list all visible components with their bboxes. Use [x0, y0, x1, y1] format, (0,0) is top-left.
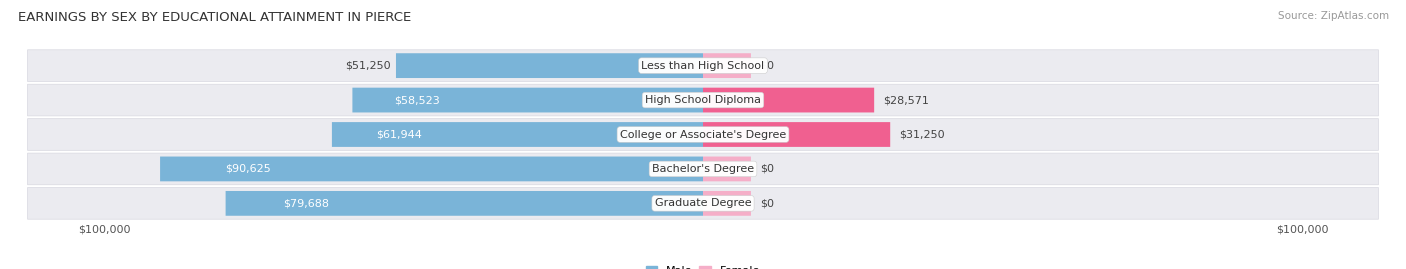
- FancyBboxPatch shape: [703, 88, 875, 112]
- Text: High School Diploma: High School Diploma: [645, 95, 761, 105]
- Text: College or Associate's Degree: College or Associate's Degree: [620, 129, 786, 140]
- Text: $28,571: $28,571: [883, 95, 929, 105]
- FancyBboxPatch shape: [332, 122, 703, 147]
- FancyBboxPatch shape: [28, 187, 1378, 219]
- FancyBboxPatch shape: [353, 88, 703, 112]
- Text: $0: $0: [759, 164, 773, 174]
- Text: Bachelor's Degree: Bachelor's Degree: [652, 164, 754, 174]
- FancyBboxPatch shape: [225, 191, 703, 216]
- Text: Source: ZipAtlas.com: Source: ZipAtlas.com: [1278, 11, 1389, 21]
- FancyBboxPatch shape: [28, 84, 1378, 116]
- Text: $0: $0: [759, 198, 773, 208]
- FancyBboxPatch shape: [396, 53, 703, 78]
- FancyBboxPatch shape: [28, 50, 1378, 82]
- Text: $61,944: $61,944: [377, 129, 422, 140]
- Text: Graduate Degree: Graduate Degree: [655, 198, 751, 208]
- Text: $79,688: $79,688: [283, 198, 329, 208]
- Text: $51,250: $51,250: [346, 61, 391, 71]
- Text: $0: $0: [759, 61, 773, 71]
- FancyBboxPatch shape: [160, 157, 703, 181]
- Text: EARNINGS BY SEX BY EDUCATIONAL ATTAINMENT IN PIERCE: EARNINGS BY SEX BY EDUCATIONAL ATTAINMEN…: [18, 11, 412, 24]
- Text: $31,250: $31,250: [900, 129, 945, 140]
- Legend: Male, Female: Male, Female: [641, 261, 765, 269]
- Text: Less than High School: Less than High School: [641, 61, 765, 71]
- FancyBboxPatch shape: [28, 153, 1378, 185]
- Text: $58,523: $58,523: [395, 95, 440, 105]
- FancyBboxPatch shape: [703, 157, 751, 181]
- FancyBboxPatch shape: [28, 119, 1378, 150]
- FancyBboxPatch shape: [703, 53, 751, 78]
- FancyBboxPatch shape: [703, 122, 890, 147]
- FancyBboxPatch shape: [703, 191, 751, 216]
- Text: $90,625: $90,625: [225, 164, 271, 174]
